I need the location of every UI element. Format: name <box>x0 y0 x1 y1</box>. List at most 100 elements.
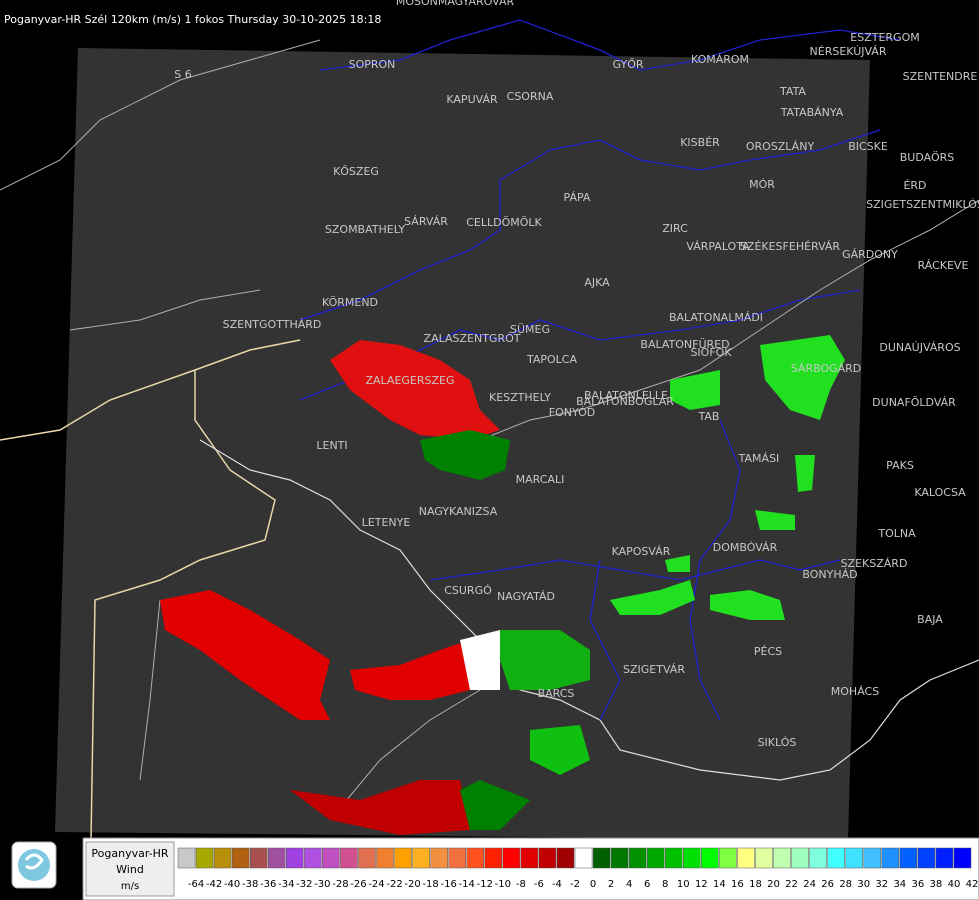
place-label: KAPOSVÁR <box>612 545 671 558</box>
legend-tick-label: -4 <box>552 879 562 890</box>
place-label: RÁCKEVE <box>918 259 969 272</box>
legend-swatch <box>556 847 575 869</box>
legend-swatch <box>953 847 972 869</box>
place-label: KŐSZEG <box>333 164 379 178</box>
place-label: LETENYE <box>362 516 411 529</box>
place-label: SÁRBOGÁRD <box>791 362 862 375</box>
legend-tick-label: 2 <box>608 879 614 890</box>
legend-tick-label: 18 <box>749 879 762 890</box>
place-label: SÁRVÁR <box>404 215 448 228</box>
legend-swatch <box>899 847 918 869</box>
legend-tick-label: -36 <box>260 879 276 890</box>
place-label: OROSZLÁNY <box>746 140 815 153</box>
legend-tick-label: -10 <box>495 879 511 890</box>
legend-swatch <box>917 847 936 869</box>
legend-swatch <box>827 847 845 869</box>
legend-box <box>82 837 979 900</box>
place-label: BALATONFÜRED <box>640 338 729 351</box>
legend-swatch <box>358 847 376 869</box>
legend-swatch <box>195 847 214 869</box>
place-label: GYŐR <box>613 57 644 71</box>
legend-tick-label: -6 <box>534 879 544 890</box>
place-label: MÓR <box>749 178 775 191</box>
place-label: DUNAFÖLDVÁR <box>872 396 956 409</box>
place-label: DOMBÓVÁR <box>713 541 778 554</box>
legend-swatch <box>755 847 773 869</box>
place-label: BAJA <box>917 613 943 626</box>
legend-swatch <box>340 847 358 869</box>
legend-swatch <box>430 847 448 869</box>
place-label: KALOCSA <box>914 486 966 499</box>
legend-tick-label: -28 <box>332 879 348 890</box>
legend-tick-label: -34 <box>278 879 294 890</box>
place-label: SIKLÓS <box>758 736 797 749</box>
legend-tick-label: -14 <box>459 879 475 890</box>
legend-swatch <box>267 847 286 869</box>
legend-swatch <box>412 847 430 869</box>
legend-swatch <box>304 847 322 869</box>
place-label: BONYHÁD <box>802 568 857 581</box>
legend: Poganyvar-HR Wind m/s -64 -42 -40 -38 -36 -34… <box>11 837 979 900</box>
place-label: SIÓFOK <box>690 346 732 359</box>
place-label: SZENTENDRE <box>903 70 978 83</box>
place-label: GÁRDONY <box>842 248 898 261</box>
place-label: KESZTHELY <box>489 391 551 404</box>
legend-tick-label: 38 <box>930 879 943 890</box>
legend-tick-label: 16 <box>731 879 744 890</box>
place-label: CELLDÖMÖLK <box>466 216 542 229</box>
place-label: PÉCS <box>754 645 782 658</box>
place-label: NAGYKANIZSA <box>419 505 498 518</box>
place-label: TAPOLCA <box>526 353 577 366</box>
place-label: CSORNA <box>507 90 554 103</box>
legend-tick-label: -38 <box>242 879 258 890</box>
place-label: ZALASZENTGRÓT <box>424 332 521 345</box>
place-label: SÜMEG <box>510 323 550 336</box>
legend-swatch <box>286 847 304 869</box>
legend-tick-label: 0 <box>590 879 596 890</box>
legend-swatch <box>791 847 809 869</box>
legend-swatch <box>628 847 647 869</box>
legend-swatch <box>177 847 196 869</box>
legend-swatch <box>881 847 900 869</box>
legend-swatch <box>538 847 557 869</box>
legend-tick-label: 14 <box>713 879 726 890</box>
place-label: MOHÁCS <box>831 685 879 698</box>
legend-tick-label: -2 <box>570 879 580 890</box>
legend-swatch <box>484 847 503 869</box>
legend-tick-label: 6 <box>644 879 650 890</box>
place-label: SZENTGOTTHÁRD <box>223 318 322 331</box>
place-label: PÁPA <box>564 191 591 204</box>
place-label: AJKA <box>584 276 610 289</box>
legend-tick-label: -42 <box>206 879 222 890</box>
legend-quantity: Wind <box>116 863 144 876</box>
legend-swatch <box>448 847 466 869</box>
place-label: BALATONLELLE <box>584 389 668 402</box>
legend-tick-label: 32 <box>875 879 888 890</box>
legend-tick-label: 34 <box>893 879 906 890</box>
place-label: SZEKSZÁRD <box>841 557 908 570</box>
place-label: FONYÓD <box>549 406 595 419</box>
place-label: TOLNA <box>877 527 916 540</box>
legend-tick-label: -8 <box>516 879 526 890</box>
place-label: TAMÁSI <box>738 452 780 465</box>
legend-tick-label: 12 <box>695 879 708 890</box>
legend-swatch <box>737 847 755 869</box>
legend-swatch <box>719 847 737 869</box>
legend-swatch <box>213 847 232 869</box>
place-label: ÉRD <box>903 179 926 192</box>
legend-swatch <box>466 847 485 869</box>
legend-tick-label: 36 <box>911 879 924 890</box>
legend-swatch <box>231 847 250 869</box>
legend-swatch <box>610 847 629 869</box>
legend-swatch <box>935 847 954 869</box>
legend-tick-label: -40 <box>224 879 240 890</box>
place-label: ZALAEGERSZEG <box>365 374 454 387</box>
legend-tick-label: -20 <box>404 879 420 890</box>
place-label: NAGYATÁD <box>497 590 555 603</box>
legend-tick-label: -18 <box>422 879 438 890</box>
legend-swatch <box>773 847 791 869</box>
legend-swatch <box>809 847 827 869</box>
place-label: KAPUVÁR <box>446 93 498 106</box>
legend-swatch <box>664 847 683 869</box>
legend-tick-label: 40 <box>948 879 961 890</box>
